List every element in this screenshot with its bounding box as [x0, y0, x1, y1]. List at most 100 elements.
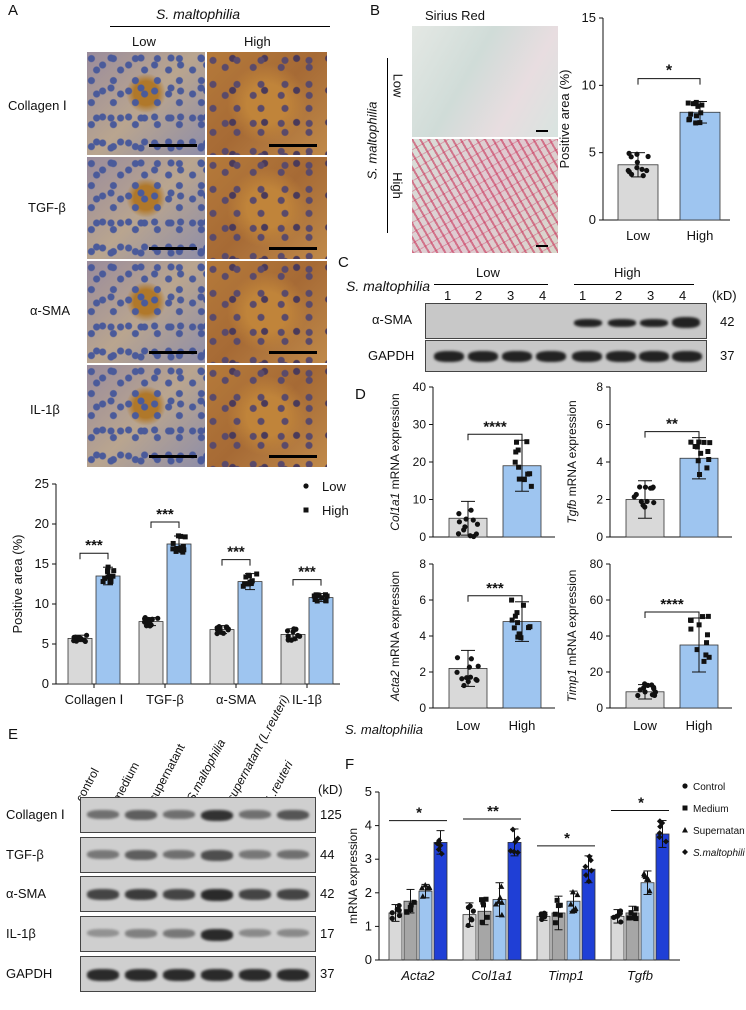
- y-axis-label: Positive area (%): [10, 535, 25, 634]
- blot-band: [468, 351, 498, 362]
- data-point: [435, 846, 442, 853]
- panel-d-timp1-chart: 0 20 40 60 80 Timp1 mRNA expression Low High ***…: [565, 557, 732, 733]
- data-point: [178, 545, 184, 551]
- scale-bar: [149, 247, 197, 250]
- blot-band: [87, 889, 119, 900]
- data-point: [687, 116, 693, 122]
- data-point: [509, 617, 515, 623]
- blot-band: [163, 929, 195, 938]
- ihc-image-il1b-high: [207, 365, 327, 467]
- x-tick-label: High: [686, 718, 713, 733]
- data-point: [467, 674, 474, 680]
- western-blot-2: [80, 876, 316, 912]
- data-point: [633, 916, 639, 922]
- panel-d-acta2-chart: 0 2 4 6 8 Acta2 mRNA expression Low High ***: [388, 557, 555, 733]
- data-point: [554, 897, 560, 903]
- data-point: [637, 687, 643, 693]
- data-point: [467, 903, 473, 909]
- data-point: [552, 911, 558, 917]
- data-point: [521, 477, 527, 483]
- data-point: [707, 440, 713, 446]
- data-point: [174, 545, 180, 551]
- data-point: [557, 912, 563, 918]
- y-tick-label: 20: [413, 455, 427, 469]
- data-point: [634, 165, 640, 171]
- data-point: [528, 483, 534, 489]
- y-tick-label: 0: [419, 701, 426, 715]
- data-point: [419, 893, 426, 899]
- data-point: [100, 579, 106, 585]
- data-point: [645, 682, 651, 688]
- y-tick-label: 5: [589, 145, 596, 160]
- data-point: [524, 439, 530, 445]
- data-point: [628, 171, 635, 177]
- data-point: [108, 578, 114, 584]
- x-tick-label: Low: [626, 228, 650, 243]
- blot-band: [640, 319, 668, 327]
- blot-band: [239, 969, 271, 981]
- panel-label-e: E: [8, 726, 19, 743]
- panel-d-tgfb-chart: 0 2 4 6 8 Tgfb mRNA expression **: [565, 380, 732, 544]
- blot-band: [239, 850, 271, 859]
- data-point: [180, 549, 186, 555]
- data-point: [704, 640, 710, 646]
- bar-low: [209, 629, 235, 685]
- data-point: [649, 692, 655, 698]
- data-point: [572, 905, 579, 911]
- scale-bar: [149, 351, 197, 354]
- panel-c-row-label: S. maltophilia: [346, 278, 431, 294]
- data-point: [284, 628, 291, 634]
- blot-band: [672, 351, 702, 362]
- panel-d-footer-label: S. maltophilia: [345, 722, 424, 737]
- scale-bar: [536, 130, 548, 132]
- legend-marker: [682, 805, 688, 811]
- panel-b-side-label: S. maltophilia: [364, 101, 380, 180]
- data-point: [497, 894, 504, 901]
- data-point: [240, 583, 246, 589]
- data-point: [688, 617, 694, 623]
- significance-bracket: [644, 431, 700, 438]
- panel-a-bar-chart: 0 5 10 15 20 25 Positive area (%) *** Collagen Ⅰ…: [10, 476, 349, 707]
- panel-label-a: A: [8, 2, 19, 19]
- data-point: [454, 655, 461, 661]
- scale-bar: [269, 247, 317, 250]
- legend-label: High: [322, 503, 349, 518]
- scale-bar: [149, 455, 197, 458]
- panel-e-mw-label: 37: [320, 966, 335, 981]
- data-point: [701, 658, 707, 664]
- data-point: [645, 153, 651, 160]
- data-point: [149, 616, 155, 622]
- data-point: [552, 920, 558, 926]
- blot-band: [201, 929, 233, 941]
- panel-label-b: B: [370, 2, 381, 19]
- panel-e-mw-label: 44: [320, 847, 335, 862]
- blot-band: [606, 351, 636, 362]
- blot-band: [277, 969, 309, 981]
- significance-label: ****: [660, 596, 684, 613]
- blot-band: [163, 889, 195, 900]
- data-point: [455, 531, 462, 537]
- data-point: [314, 598, 320, 604]
- data-point: [617, 910, 623, 916]
- data-point: [642, 873, 649, 880]
- y-tick-label: 40: [590, 629, 604, 643]
- data-point: [396, 912, 403, 919]
- data-point: [105, 574, 111, 580]
- data-point: [518, 635, 524, 641]
- data-point: [696, 622, 702, 628]
- x-tick-label: α-SMA: [216, 692, 256, 707]
- panel-c-lane-7: 3: [647, 288, 655, 303]
- data-point: [479, 897, 485, 903]
- blot-band: [87, 850, 119, 859]
- x-tick-label: Acta2: [400, 968, 435, 983]
- data-point: [513, 439, 519, 445]
- panel-c-group-high-line: [574, 284, 694, 285]
- panel-c-blot-label-asma: α-SMA: [372, 312, 413, 327]
- data-point: [468, 656, 474, 662]
- data-point: [637, 484, 643, 490]
- y-tick-label: 10: [582, 77, 596, 92]
- significance-label: ***: [298, 564, 316, 581]
- bar-low: [138, 621, 164, 685]
- y-tick-label: 4: [419, 629, 426, 643]
- data-point: [515, 634, 521, 640]
